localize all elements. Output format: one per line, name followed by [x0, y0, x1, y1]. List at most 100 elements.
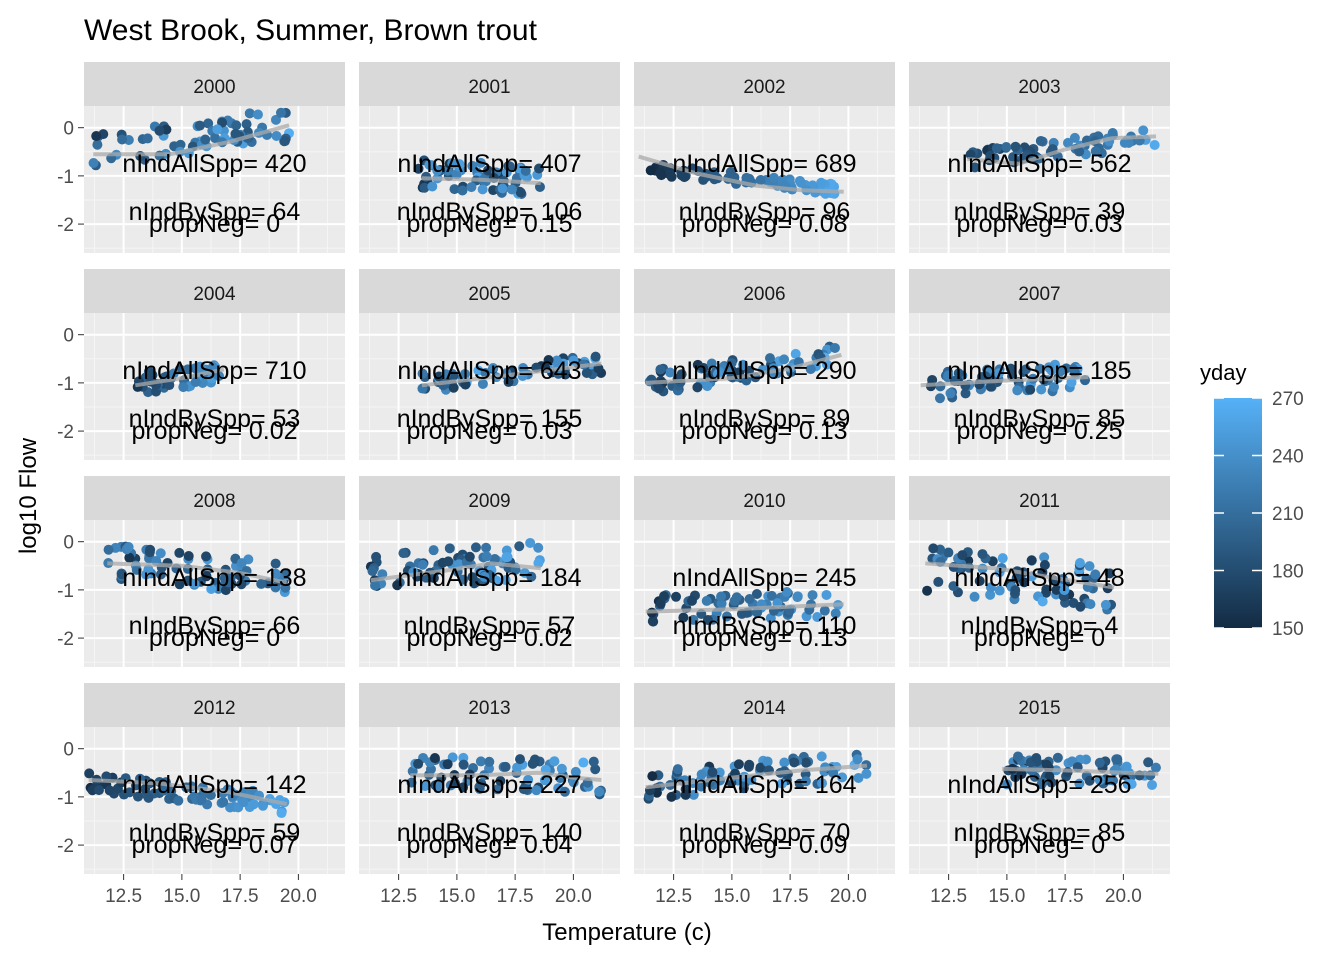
data-point	[762, 756, 773, 767]
facet-annotation: nIndBySpp= 57	[404, 612, 576, 640]
data-point	[1043, 362, 1054, 373]
data-point	[819, 605, 830, 616]
data-point	[581, 367, 592, 378]
data-point	[800, 776, 811, 787]
data-point	[417, 368, 428, 379]
data-point	[817, 778, 828, 789]
data-point	[448, 382, 459, 393]
facet-annotation: propNeg= 0.07	[131, 831, 297, 859]
data-point	[124, 787, 135, 798]
data-point	[1090, 569, 1101, 580]
data-point	[223, 577, 234, 588]
data-point	[701, 595, 712, 606]
data-point	[271, 130, 282, 141]
data-point	[1074, 146, 1085, 157]
data-point	[142, 133, 153, 144]
data-point	[466, 182, 477, 193]
facet-strip-label: 2007	[1018, 284, 1060, 305]
data-point	[1010, 141, 1021, 152]
panel-background	[84, 727, 345, 874]
data-point	[442, 759, 453, 770]
data-point	[275, 107, 286, 118]
data-point	[458, 782, 469, 793]
data-point	[241, 119, 252, 130]
x-tick-label: 17.5	[772, 886, 809, 907]
data-point	[500, 575, 511, 586]
data-point	[523, 774, 534, 785]
y-tick-label: -2	[57, 215, 74, 236]
data-point	[143, 792, 154, 803]
data-point	[488, 363, 499, 374]
smooth-line	[107, 561, 288, 585]
smooth-line	[134, 367, 225, 388]
data-point	[252, 109, 263, 120]
data-point	[477, 378, 488, 389]
facet-annotation: propNeg= 0.08	[681, 210, 847, 238]
facet-strip	[359, 62, 620, 106]
data-point	[702, 615, 713, 626]
x-tick-label: 20.0	[1105, 886, 1142, 907]
data-point	[776, 778, 787, 789]
facet-annotation: propNeg= 0	[149, 624, 280, 652]
x-tick-label: 15.0	[438, 886, 475, 907]
data-point	[413, 758, 424, 769]
data-point	[655, 364, 666, 375]
facet-annotation: propNeg= 0.02	[131, 417, 297, 445]
data-point	[467, 572, 478, 583]
data-point	[578, 757, 589, 768]
data-point	[238, 797, 249, 808]
facet-strip-label: 2011	[1019, 491, 1060, 512]
smooth-line	[370, 561, 541, 583]
data-point	[997, 553, 1008, 564]
data-point	[1090, 146, 1101, 157]
data-point	[679, 172, 690, 183]
facet-annotation: nIndBySpp= 85	[954, 405, 1126, 433]
panel-background	[359, 727, 620, 874]
data-point	[1001, 779, 1012, 790]
data-point	[1016, 769, 1027, 780]
data-point	[790, 348, 801, 359]
data-point	[484, 756, 495, 767]
data-point	[492, 784, 503, 795]
smooth-line	[925, 561, 1115, 590]
data-point	[413, 163, 424, 174]
data-point	[1052, 752, 1063, 763]
x-tick-label: 20.0	[280, 886, 317, 907]
data-point	[470, 542, 481, 553]
data-point	[201, 571, 212, 582]
data-point	[501, 552, 512, 563]
data-point	[712, 368, 723, 379]
data-point	[974, 575, 985, 586]
facet-panel-2012: 2012 0 -1 -2 12.5 15.0 17.5 20.0 nIndAllSpp= 142…	[57, 683, 345, 907]
data-point	[991, 143, 1002, 154]
facet-strip	[634, 62, 895, 106]
data-point	[707, 767, 718, 778]
data-point	[647, 616, 658, 627]
data-point	[993, 368, 1004, 379]
facet-panel-2002: 2002 nIndAllSpp= 689 nIndBySpp= 96propNeg=…	[634, 62, 895, 253]
data-point	[201, 551, 212, 562]
data-point	[244, 108, 255, 119]
data-point	[1026, 555, 1037, 566]
data-point	[733, 759, 744, 770]
data-point	[659, 591, 670, 602]
facet-annotation: nIndBySpp= 39	[954, 198, 1126, 226]
data-point	[458, 759, 469, 770]
data-point	[1084, 775, 1095, 786]
data-point	[154, 125, 165, 136]
data-point	[702, 381, 713, 392]
facet-panel-2013: 2013 12.5 15.0 17.5 20.0 nIndAllSpp= 227 nIndB…	[359, 683, 620, 907]
data-point	[444, 543, 455, 554]
x-tick-label: 17.5	[222, 886, 259, 907]
data-point	[371, 551, 382, 562]
data-point	[738, 359, 749, 370]
data-point	[195, 361, 206, 372]
x-axis-label: Temperature (c)	[542, 919, 711, 946]
facet-strip	[634, 269, 895, 313]
data-point	[590, 764, 601, 775]
y-tick-label: -1	[57, 581, 74, 602]
facet-annotation: nIndAllSpp= 689	[672, 150, 856, 178]
data-point	[231, 120, 242, 131]
